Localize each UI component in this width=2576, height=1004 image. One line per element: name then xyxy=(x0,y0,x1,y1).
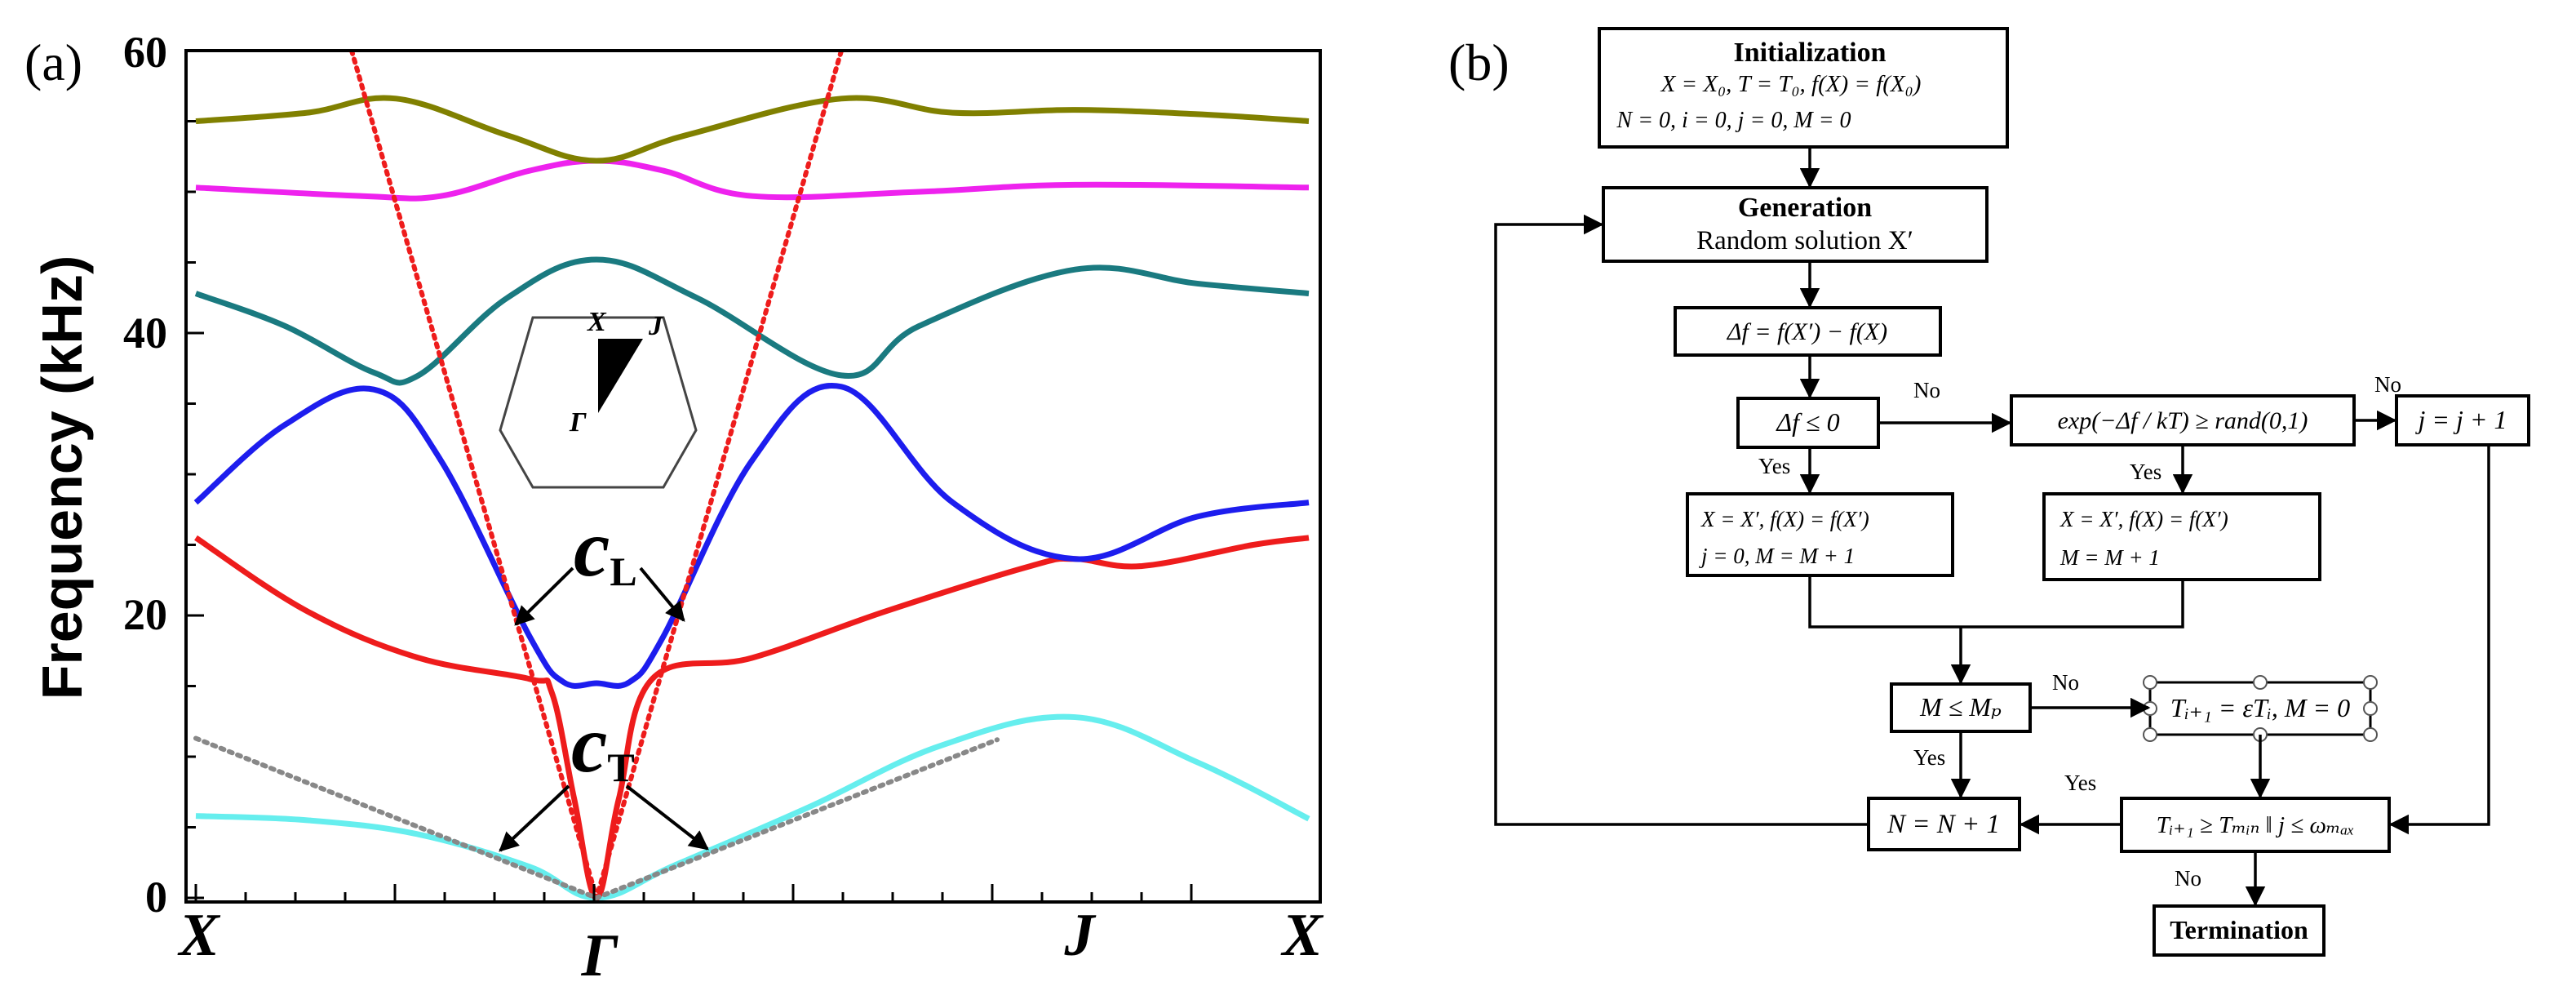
y-tick-20: 20 xyxy=(123,590,167,639)
y-tick-40: 40 xyxy=(123,309,167,358)
curve-band2 xyxy=(194,535,1310,901)
cL-label: cL xyxy=(574,503,637,594)
accept1-line2: j = 0, M = M + 1 xyxy=(1699,544,1855,568)
cond2-text: exp(−Δf / kT) ≥ rand(0,1) xyxy=(2058,407,2308,434)
cL-arrow-left xyxy=(514,566,574,626)
generation-line: Random solution X′ xyxy=(1696,226,1913,255)
n-increment-text: N = N + 1 xyxy=(1887,810,2000,839)
x-tick-X-left: X xyxy=(177,902,220,969)
panel-b: (b) Initialization X = X₀, T = T₀, f(X) … xyxy=(1448,27,2530,957)
cond1-box: Δf ≤ 0 xyxy=(1736,397,1880,449)
irreducible-zone-wedge xyxy=(598,339,643,413)
flow-connectors xyxy=(1494,147,2490,907)
arrow-loop-back xyxy=(1494,214,1869,826)
axis-ticks xyxy=(186,49,1193,902)
init-line1: X = X₀, T = T₀, f(X) = f(X₀) xyxy=(1660,71,1922,97)
cT-arrow-left xyxy=(499,784,570,852)
curve-band5 xyxy=(195,158,1310,202)
band-curves xyxy=(193,51,1310,902)
x-tick-X-right: X xyxy=(1280,902,1323,969)
accept2-box: X = X′, f(X) = f(X′) M = M + 1 xyxy=(2042,492,2321,581)
x-tick-Gamma: Γ xyxy=(581,922,619,989)
j-increment-box: j = j + 1 xyxy=(2395,394,2530,446)
curve-band4 xyxy=(194,256,1310,386)
plot-frame xyxy=(184,49,1322,904)
cT-arrow-right xyxy=(625,784,709,851)
label-no-cond3: No xyxy=(2052,670,2079,695)
accept2-line1: X = X′, f(X) = f(X′) xyxy=(2059,507,2228,531)
generation-title: Generation xyxy=(1738,193,1872,223)
init-title: Initialization xyxy=(1733,38,1886,68)
brillouin-zone-inset: X J Γ xyxy=(499,307,698,489)
cond3-text: M ≤ Mₚ xyxy=(1919,692,2002,722)
merge-line xyxy=(1808,575,2184,629)
branch-labels: No No Yes Yes No Yes Yes No xyxy=(1758,372,2401,891)
init-line2: N = 0, i = 0, j = 0, M = 0 xyxy=(1616,108,1851,133)
accept1-box: X = X′, f(X) = f(X′) j = 0, M = M + 1 xyxy=(1686,492,1954,577)
panel-b-label: (b) xyxy=(1448,33,1510,91)
panel-a-label: (a) xyxy=(24,33,82,91)
termination-box: Termination xyxy=(2153,904,2325,957)
curve-band3 xyxy=(193,383,1310,689)
label-no-cond4: No xyxy=(2175,866,2201,891)
cond4-text: Tᵢ₊₁ ≥ Tₘᵢₙ ‖ j ≤ ωₘₐₓ xyxy=(2157,812,2355,838)
cond3-box: M ≤ Mₚ xyxy=(1890,682,2032,733)
x-tick-J: J xyxy=(1064,902,1097,969)
cooling-box: Tᵢ₊₁ = εTᵢ, M = 0 xyxy=(2143,675,2378,742)
label-no-cond1: No xyxy=(1913,378,1940,402)
x-tick-labels: X Γ J X xyxy=(177,902,1323,989)
accept1-line1: X = X′, f(X) = f(X′) xyxy=(1700,507,1869,531)
cL-arrow-right xyxy=(639,566,685,622)
y-tick-60: 60 xyxy=(123,28,167,77)
delta-formula: Δf = f(X′) − f(X) xyxy=(1727,318,1887,345)
inset-label-X: X xyxy=(587,307,607,337)
cond4-box: Tᵢ₊₁ ≥ Tₘᵢₙ ‖ j ≤ ωₘₐₓ xyxy=(2120,797,2391,853)
cond1-text: Δf ≤ 0 xyxy=(1775,407,1839,437)
hexagon-zone xyxy=(499,316,698,489)
n-increment-box: N = N + 1 xyxy=(1867,797,2021,851)
inset-label-Gamma: Γ xyxy=(569,407,587,438)
label-no-cond2: No xyxy=(2374,372,2401,397)
cT-annotation: cT xyxy=(499,699,709,852)
label-yes-cond4: Yes xyxy=(2064,771,2096,795)
cond2-box: exp(−Δf / kT) ≥ rand(0,1) xyxy=(2010,394,2356,446)
termination-text: Termination xyxy=(2170,915,2308,944)
cooling-text: Tᵢ₊₁ = εTᵢ, M = 0 xyxy=(2170,693,2350,722)
accept2-line2: M = M + 1 xyxy=(2059,545,2160,570)
cL-annotation: cL xyxy=(514,503,685,626)
curve-cT xyxy=(193,735,1000,901)
y-tick-0: 0 xyxy=(145,873,167,922)
delta-box: Δf = f(X′) − f(X) xyxy=(1674,306,1942,357)
label-yes-cond3: Yes xyxy=(1913,745,1945,770)
y-tick-labels: 0 20 40 60 xyxy=(123,28,167,922)
curve-band6 xyxy=(195,95,1310,164)
generation-box: Generation Random solution X′ xyxy=(1602,186,1989,263)
y-axis-label: Frequency (kHz) xyxy=(30,255,94,700)
label-yes-cond1: Yes xyxy=(1758,454,1790,478)
j-increment-text: j = j + 1 xyxy=(2415,405,2507,434)
curve-band1 xyxy=(195,713,1310,901)
label-yes-cond2: Yes xyxy=(2130,460,2161,484)
cT-label: cT xyxy=(571,699,635,790)
arrow-j-cond4 xyxy=(2388,445,2490,835)
inset-label-J: J xyxy=(648,311,663,341)
init-box: Initialization X = X₀, T = T₀, f(X) = f(… xyxy=(1598,27,2009,149)
panel-a: (a) Frequency (kHz) 0 20 40 60 X Γ J X X xyxy=(24,28,1323,989)
